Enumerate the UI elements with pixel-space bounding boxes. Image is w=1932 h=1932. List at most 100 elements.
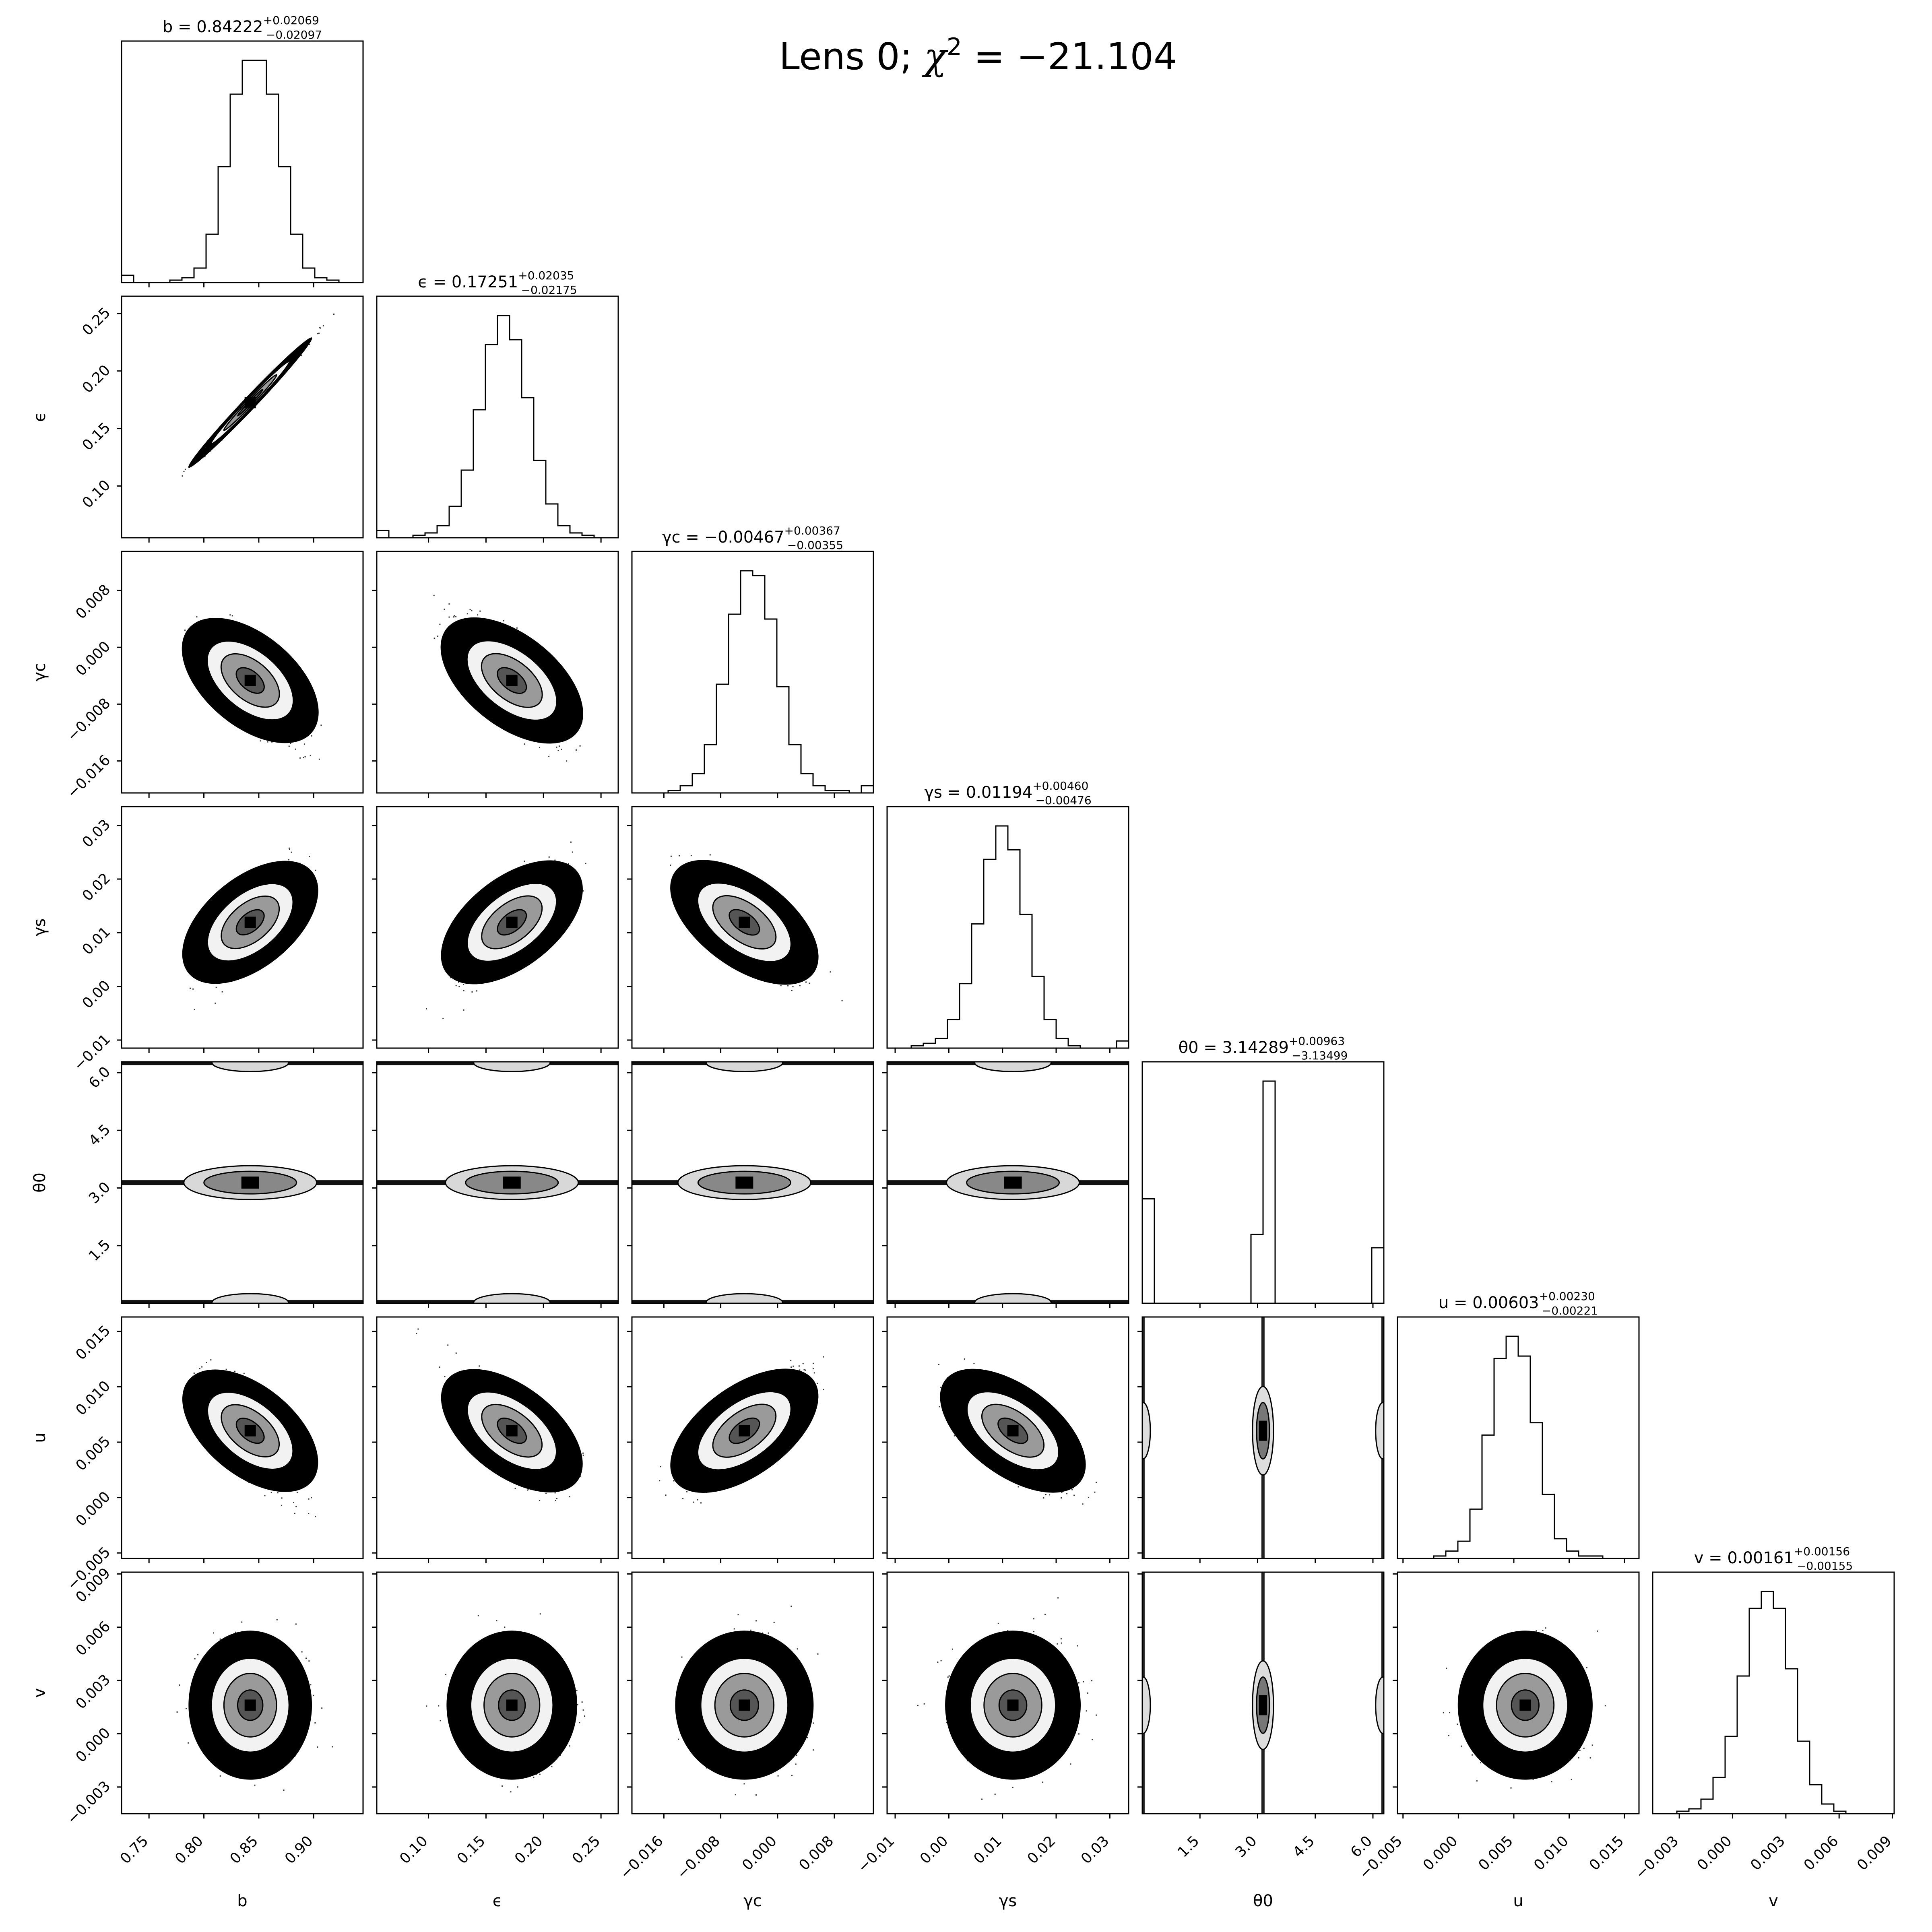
x-axis-label-u: u xyxy=(1513,1892,1523,1910)
scatter-panel-gamma-c-u xyxy=(632,1317,873,1558)
title-v: v = 0.00161+0.00156 −0.00155 xyxy=(1694,1545,1853,1573)
x-tick-label-u: 0.010 xyxy=(1531,1833,1572,1874)
y-tick-label-theta0: 1.5 xyxy=(86,1236,114,1264)
x-tick-label-epsilon: 0.25 xyxy=(569,1833,604,1867)
scatter-panel-b-gamma-s xyxy=(122,807,363,1048)
y-tick-label-gamma-c: 0.008 xyxy=(72,581,114,622)
title-gamma-s: γs = 0.01194+0.00460 −0.00476 xyxy=(924,779,1091,807)
x-tick-label-v: −0.003 xyxy=(1632,1833,1682,1882)
scatter-panel-b-theta0 xyxy=(122,1054,363,1311)
x-axis-label-gamma-s: γs xyxy=(999,1892,1017,1910)
density-peak xyxy=(739,1699,750,1711)
histogram-panel-gamma-c: γc = −0.00467+0.00367 −0.00355 xyxy=(632,524,873,793)
contour-outer xyxy=(212,1294,289,1311)
density-peak xyxy=(739,916,750,928)
density-peak xyxy=(503,1177,521,1189)
y-tick-label-epsilon: 0.25 xyxy=(79,304,114,339)
x-tick-label-v: 0.000 xyxy=(1694,1833,1735,1874)
histogram-panel-v: v = 0.00161+0.00156 −0.00155 xyxy=(1653,1545,1894,1814)
density-peak xyxy=(1007,1699,1019,1711)
x-tick-label-epsilon: 0.10 xyxy=(396,1833,431,1867)
density-peak xyxy=(506,1699,518,1711)
panel-grid: b = 0.84222+0.02069 −0.02097 ϵ = 0.17251+0… xyxy=(31,14,1895,1910)
x-tick-label-b: 0.75 xyxy=(117,1833,152,1867)
x-tick-label-gamma-c: −0.016 xyxy=(617,1833,667,1882)
contour-outer xyxy=(212,1054,289,1071)
figure-title: Lens 0; χ2 = −21.104 xyxy=(779,33,1177,78)
histogram-panel-gamma-s: γs = 0.01194+0.00460 −0.00476 xyxy=(887,779,1129,1048)
scatter-panel-b-v xyxy=(122,1572,363,1814)
x-tick-label-gamma-c: −0.008 xyxy=(674,1833,723,1882)
density-peak xyxy=(1007,1425,1019,1437)
y-tick-label-u: 0.005 xyxy=(72,1433,114,1474)
y-tick-label-epsilon: 0.15 xyxy=(79,419,114,454)
density-peak xyxy=(1259,1421,1267,1441)
y-tick-label-gamma-s: 0.01 xyxy=(79,924,114,958)
y-tick-label-gamma-c: −0.008 xyxy=(64,695,114,745)
y-axis-label-gamma-c: γc xyxy=(31,663,49,681)
x-tick-label-u: 0.005 xyxy=(1475,1833,1516,1874)
y-tick-label-theta0: 4.5 xyxy=(86,1121,114,1149)
contour-outer xyxy=(706,1294,782,1311)
y-tick-label-u: 0.010 xyxy=(72,1378,114,1419)
x-tick-label-gamma-s: 0.00 xyxy=(917,1833,952,1867)
x-axis-label-v: v xyxy=(1769,1892,1778,1910)
scatter-panel-gamma-s-v xyxy=(887,1572,1129,1814)
y-tick-label-gamma-s: 0.02 xyxy=(79,870,114,904)
x-tick-label-gamma-c: 0.008 xyxy=(796,1833,837,1874)
y-tick-label-gamma-s: 0.00 xyxy=(79,977,114,1012)
scatter-panel-theta0-u xyxy=(1136,1317,1390,1558)
density-peak xyxy=(506,1425,518,1437)
contour-outer xyxy=(1376,1677,1390,1733)
title-epsilon: ϵ = 0.17251+0.02035 −0.02175 xyxy=(418,269,577,297)
x-tick-label-theta0: 4.5 xyxy=(1290,1833,1318,1860)
scatter-panel-epsilon-v xyxy=(377,1572,618,1814)
histogram-panel-b: b = 0.84222+0.02069 −0.02097 xyxy=(122,14,363,283)
x-axis-label-theta0: θ0 xyxy=(1253,1892,1273,1910)
x-tick-label-u: 0.000 xyxy=(1420,1833,1461,1874)
density-peak xyxy=(739,1425,750,1437)
x-tick-label-theta0: 3.0 xyxy=(1232,1833,1260,1860)
histogram-panel-epsilon: ϵ = 0.17251+0.02035 −0.02175 xyxy=(377,269,618,538)
density-peak xyxy=(242,1177,259,1189)
x-tick-label-epsilon: 0.15 xyxy=(454,1833,489,1867)
density-peak xyxy=(506,916,518,928)
y-tick-label-v: 0.003 xyxy=(72,1671,114,1712)
x-tick-label-b: 0.80 xyxy=(172,1833,206,1867)
contour-outer xyxy=(706,1054,782,1071)
scatter-panel-b-u xyxy=(122,1317,363,1558)
x-tick-label-u: 0.015 xyxy=(1586,1833,1627,1874)
contour-outer xyxy=(474,1054,550,1071)
contour-outer xyxy=(474,1294,550,1311)
density-peak xyxy=(735,1177,753,1189)
x-tick-label-gamma-s: 0.02 xyxy=(1024,1833,1059,1867)
title-u: u = 0.00603+0.00230 −0.00221 xyxy=(1439,1290,1598,1317)
x-tick-label-v: 0.009 xyxy=(1854,1833,1895,1874)
y-tick-label-v: 0.006 xyxy=(72,1618,114,1659)
histogram-panel-u: u = 0.00603+0.00230 −0.00221 xyxy=(1397,1290,1639,1558)
scatter-panel-b-gamma-c xyxy=(122,551,363,793)
y-tick-label-gamma-c: 0.000 xyxy=(72,638,114,679)
x-tick-label-epsilon: 0.20 xyxy=(512,1833,546,1867)
y-axis-label-theta0: θ0 xyxy=(31,1172,49,1193)
x-tick-label-b: 0.85 xyxy=(227,1833,262,1867)
y-tick-label-epsilon: 0.20 xyxy=(79,362,114,396)
density-peak xyxy=(245,397,256,408)
x-tick-label-gamma-s: 0.03 xyxy=(1078,1833,1113,1867)
x-axis-label-epsilon: ϵ xyxy=(493,1892,503,1910)
x-tick-label-b: 0.90 xyxy=(282,1833,316,1867)
scatter-panel-gamma-s-theta0 xyxy=(887,1054,1129,1311)
contour-outer xyxy=(975,1054,1051,1071)
contour-outer xyxy=(1376,1403,1390,1459)
scatter-panel-gamma-c-theta0 xyxy=(632,1054,873,1311)
x-tick-label-theta0: 1.5 xyxy=(1174,1833,1202,1860)
y-tick-label-epsilon: 0.10 xyxy=(79,477,114,512)
density-peak xyxy=(1519,1699,1531,1711)
x-axis-label-b: b xyxy=(237,1892,247,1910)
scatter-panel-gamma-c-v xyxy=(632,1572,873,1814)
density-peak xyxy=(506,675,518,686)
y-tick-label-u: 0.015 xyxy=(72,1322,114,1363)
scatter-panel-epsilon-gamma-s xyxy=(377,807,618,1048)
title-gamma-c: γc = −0.00467+0.00367 −0.00355 xyxy=(662,524,843,552)
scatter-panel-u-v xyxy=(1397,1572,1639,1814)
